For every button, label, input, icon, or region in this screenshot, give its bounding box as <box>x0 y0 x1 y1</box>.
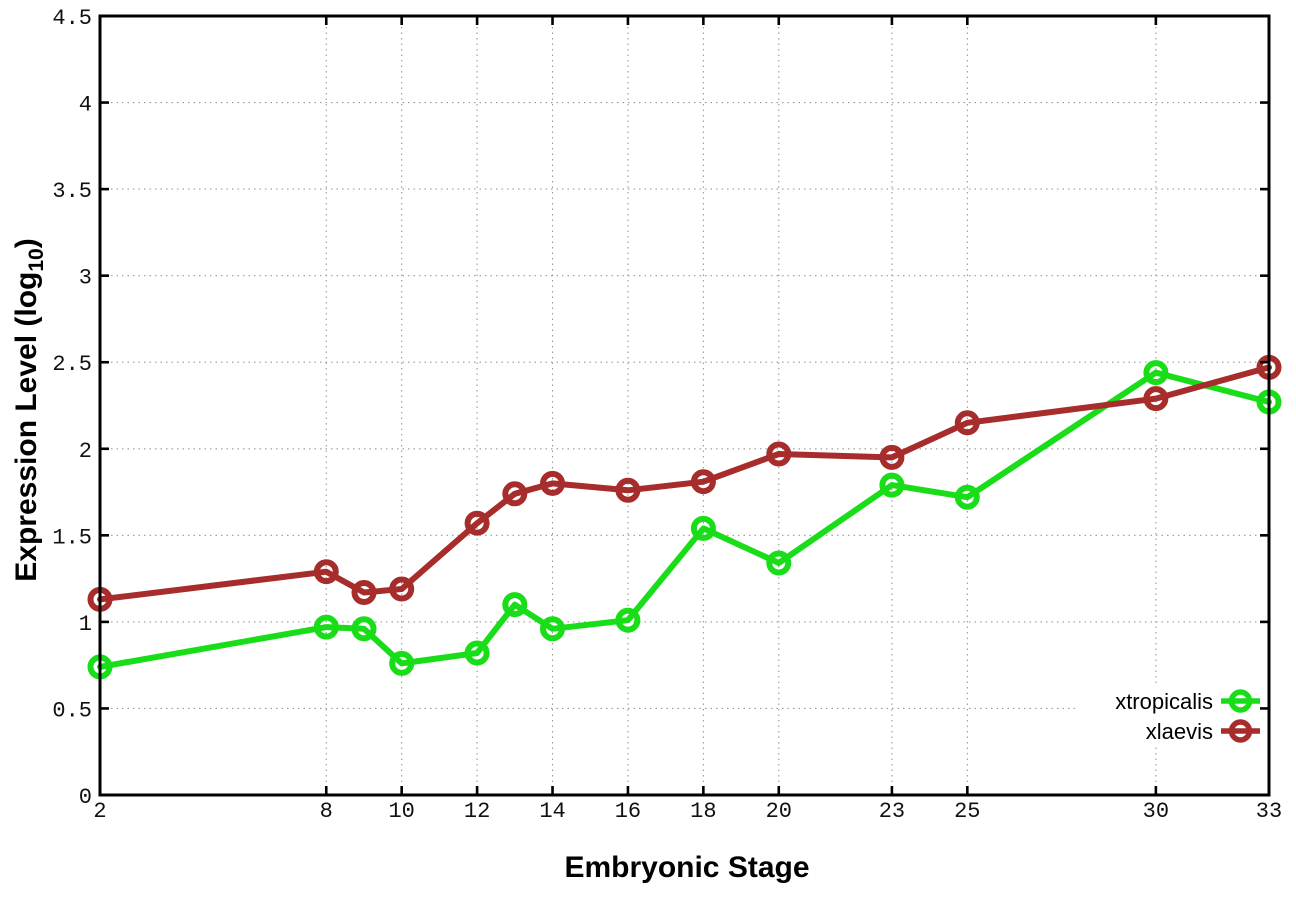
data-point-xtropicalis-stage-13 <box>502 592 528 618</box>
data-point-xtropicalis-stage-16 <box>615 607 641 633</box>
x-tick-label: 20 <box>766 799 792 824</box>
data-point-xlaevis-stage-8 <box>313 559 339 585</box>
data-point-xlaevis-stage-16 <box>615 477 641 503</box>
data-point-xtropicalis-stage-9 <box>351 616 377 642</box>
data-point-xtropicalis-stage-25 <box>954 484 980 510</box>
data-point-xlaevis-stage-12 <box>464 510 490 536</box>
data-point-xlaevis-stage-23 <box>879 444 905 470</box>
data-point-xlaevis-stage-9 <box>351 580 377 605</box>
y-tick-label: 4 <box>79 93 92 118</box>
data-point-xlaevis-stage-25 <box>954 410 980 436</box>
data-point-xtropicalis-stage-30 <box>1143 360 1169 386</box>
data-point-xtropicalis-stage-20 <box>766 550 792 576</box>
data-point-xlaevis-stage-30 <box>1143 386 1169 412</box>
data-point-xtropicalis-stage-18 <box>690 515 716 541</box>
x-tick-label: 16 <box>615 799 641 824</box>
x-tick-label: 18 <box>690 799 716 824</box>
axis-titles: Embryonic Stage Expression Level (log10) <box>10 238 810 884</box>
tick-labels: 2 8 10 12 14 16 18 20 23 25 30 33 0 0.5 1 1.5 2 2.5 3 3.5 4 4… <box>52 6 1282 824</box>
data-point-xlaevis-stage-13 <box>502 481 528 507</box>
y-tick-label: 1.5 <box>52 525 92 550</box>
legend-label-xtropicalis: xtropicalis <box>1115 689 1213 714</box>
x-tick-label: 8 <box>320 799 333 824</box>
series-line-xlaevis <box>97 364 1272 603</box>
data-point-xtropicalis-stage-14 <box>540 616 565 642</box>
x-tick-label: 25 <box>954 799 980 824</box>
data-series <box>87 354 1282 680</box>
y-axis-title: Expression Level (log10) <box>10 238 48 581</box>
x-tick-label: 2 <box>93 799 106 824</box>
legend-label-xlaevis: xlaevis <box>1146 719 1213 744</box>
x-tick-label: 14 <box>539 799 565 824</box>
data-point-xtropicalis-stage-10 <box>389 650 415 676</box>
x-axis-title: Embryonic Stage <box>564 851 809 884</box>
y-tick-label: 1 <box>79 612 92 637</box>
y-tick-label: 2.5 <box>52 352 92 377</box>
x-tick-label: 12 <box>464 799 490 824</box>
data-point-xlaevis-stage-18 <box>690 469 716 495</box>
y-tick-label: 4.5 <box>52 6 92 31</box>
x-tick-label: 10 <box>388 799 414 824</box>
x-tick-label: 30 <box>1143 799 1169 824</box>
x-tick-label: 33 <box>1256 799 1282 824</box>
x-tick-label: 23 <box>879 799 905 824</box>
series-line-xtropicalis <box>97 369 1272 670</box>
plot-border <box>98 14 1271 797</box>
y-tick-label: 0.5 <box>52 698 92 723</box>
data-point-xlaevis-stage-20 <box>766 441 792 467</box>
y-tick-label: 3 <box>79 266 92 291</box>
data-point-xtropicalis-stage-12 <box>464 640 490 666</box>
plot-frame <box>98 14 1271 797</box>
y-tick-label: 2 <box>79 439 92 464</box>
data-point-xlaevis-stage-10 <box>389 576 415 602</box>
legend-sample-marker-xtropicalis <box>1228 689 1253 713</box>
y-tick-label: 3.5 <box>52 179 92 204</box>
axis-ticks <box>98 14 1271 797</box>
data-point-xtropicalis-stage-8 <box>313 614 339 640</box>
legend: xtropicalis xlaevis <box>1115 689 1260 744</box>
data-point-xtropicalis-stage-23 <box>879 472 905 498</box>
grid-lines <box>100 16 1269 795</box>
y-tick-label: 0 <box>79 785 92 810</box>
data-point-xlaevis-stage-14 <box>540 470 565 496</box>
legend-sample-marker-xlaevis <box>1228 719 1253 743</box>
